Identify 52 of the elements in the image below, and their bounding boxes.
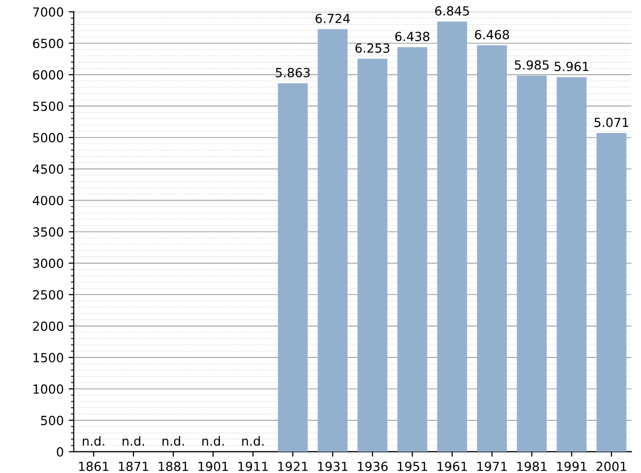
y-tick-label: 3000: [33, 258, 64, 268]
data-label: 5.985: [514, 60, 549, 70]
data-label: 5.961: [554, 62, 588, 72]
y-tick-label: 7000: [33, 7, 64, 17]
x-tick-label: 1881: [158, 462, 188, 472]
bar: [437, 22, 468, 452]
bar: [358, 58, 388, 452]
bar: [397, 47, 428, 452]
y-tick-label: 6000: [33, 70, 64, 80]
text: n.d.: [82, 436, 104, 446]
y-tick-label: 500: [41, 416, 64, 426]
text: n.d.: [202, 436, 224, 446]
data-label: 6.438: [395, 32, 430, 42]
x-tick-label: 2001: [596, 462, 626, 472]
x-tick-label: 1936: [358, 462, 388, 472]
data-label: 6.468: [474, 30, 510, 40]
y-tick-label: 5500: [33, 102, 64, 112]
y-tick-label: 4500: [32, 164, 64, 174]
x-tick-label: 1931: [318, 462, 348, 472]
bar: [477, 45, 507, 452]
x-tick-label: 1911: [238, 462, 268, 472]
text: n.d.: [242, 436, 264, 446]
bar: [278, 83, 308, 452]
data-label: 6.845: [435, 6, 469, 16]
y-tick-label: 6500: [33, 38, 64, 48]
text: n.d.: [162, 436, 184, 446]
x-tick-label: 1981: [517, 462, 547, 472]
bar: [556, 77, 587, 452]
x-tick-label: 1971: [477, 462, 507, 472]
y-tick-label: 0: [56, 447, 64, 457]
bar: [596, 133, 626, 452]
x-tick-label: 1921: [278, 462, 308, 472]
x-tick-label: 1961: [438, 462, 467, 472]
y-tick-label: 2500: [33, 290, 64, 300]
x-tick-label: 1901: [198, 462, 228, 472]
x-tick-label: 1951: [398, 462, 428, 472]
y-tick-label: 5000: [33, 132, 64, 142]
x-tick-label: 1871: [118, 462, 148, 472]
y-tick-label: 4000: [32, 196, 64, 206]
data-label: 6.724: [316, 14, 350, 24]
y-tick-label: 1000: [34, 384, 64, 394]
x-tick-label: 1861: [79, 462, 108, 472]
bar: [516, 76, 547, 452]
bar: [318, 29, 348, 452]
y-tick-label: 2000: [33, 322, 64, 331]
x-tick-label: 1991: [557, 462, 586, 472]
y-tick-label: 1500: [34, 352, 64, 362]
data-label: 5.071: [594, 118, 628, 128]
y-tick-label: 3500: [33, 227, 64, 237]
data-label: 6.253: [355, 43, 390, 53]
data-label: 5.863: [276, 68, 310, 78]
text: n.d.: [122, 436, 144, 446]
